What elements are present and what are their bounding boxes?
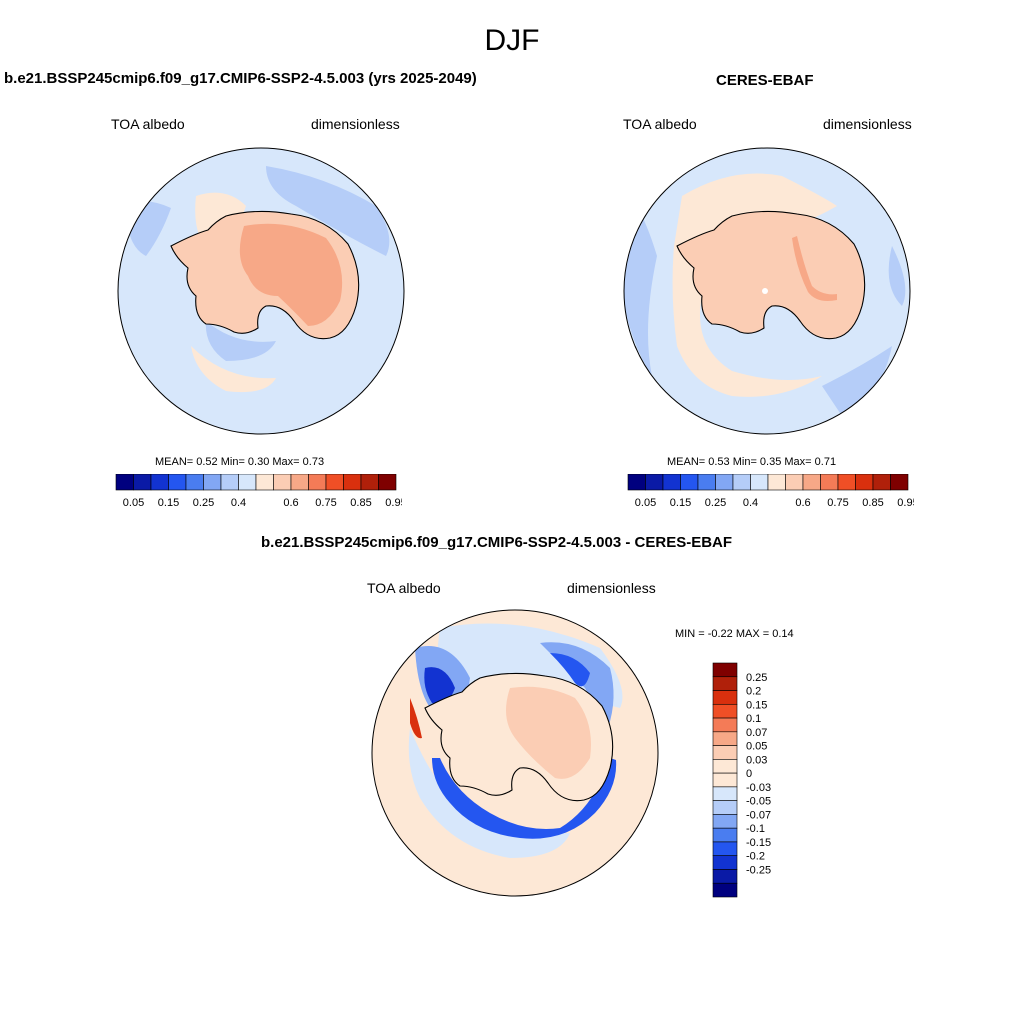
colorbar-swatch — [712, 690, 738, 705]
obs-variable-label: TOA albedo — [623, 116, 697, 132]
colorbar-swatch — [712, 676, 738, 691]
obs-stats: MEAN= 0.53 Min= 0.35 Max= 0.71 — [667, 456, 837, 468]
colorbar-swatch — [712, 869, 738, 884]
colorbar-swatch — [872, 474, 891, 491]
colorbar-tick-label: 0.95 — [897, 497, 914, 509]
colorbar-tick-label: 0.15 — [670, 497, 691, 509]
colorbar-swatch — [290, 474, 309, 491]
season-title: DJF — [484, 24, 540, 57]
obs-colorbar: 0.05 0.15 0.25 0.4 0.6 0.75 0.85 0.95 — [627, 474, 914, 509]
colorbar-swatch — [712, 717, 738, 733]
colorbar-swatch — [712, 827, 738, 843]
obs-polar-map — [623, 147, 911, 435]
colorbar-swatch — [712, 759, 738, 774]
colorbar-tick-label: 0.25 — [193, 497, 214, 509]
colorbar-swatch — [890, 474, 909, 491]
colorbar-swatch — [855, 474, 874, 491]
colorbar-swatch — [767, 474, 786, 491]
colorbar-swatch — [115, 474, 134, 491]
colorbar-swatch — [343, 474, 362, 491]
colorbar-tick-label: 0 — [746, 768, 752, 780]
model-units-label: dimensionless — [311, 116, 400, 132]
colorbar-tick-label: 0.4 — [231, 497, 246, 509]
colorbar-tick-label: 0.85 — [862, 497, 883, 509]
diff-panel-title: b.e21.BSSP245cmip6.f09_g17.CMIP6-SSP2-4.… — [261, 534, 733, 551]
colorbar-tick-label: 0.6 — [795, 497, 810, 509]
colorbar-swatch — [837, 474, 856, 491]
colorbar-swatch — [712, 703, 738, 719]
colorbar-tick-label: 0.95 — [385, 497, 402, 509]
colorbar-tick-label: 0.05 — [746, 741, 767, 753]
colorbar-tick-label: -0.2 — [746, 851, 765, 863]
colorbar-tick-label: 0.1 — [746, 713, 761, 725]
diff-stats: MIN = -0.22 MAX = 0.14 — [675, 628, 794, 640]
colorbar-swatch — [220, 474, 239, 491]
colorbar-swatch — [697, 474, 716, 491]
diff-polar-map — [371, 609, 659, 897]
colorbar-swatch — [712, 855, 738, 870]
colorbar-swatch — [820, 474, 839, 491]
colorbar-tick-label: 0.05 — [635, 497, 656, 509]
colorbar-swatch — [662, 474, 681, 491]
colorbar-swatch — [802, 474, 821, 491]
colorbar-tick-label: 0.75 — [315, 497, 336, 509]
colorbar-tick-label: -0.15 — [746, 837, 771, 849]
colorbar-tick-label: -0.25 — [746, 864, 771, 876]
colorbar-tick-label: 0.4 — [743, 497, 758, 509]
colorbar-swatch — [168, 474, 187, 491]
colorbar-swatch — [712, 841, 738, 857]
colorbar-tick-label: -0.03 — [746, 782, 771, 794]
colorbar-tick-label: -0.1 — [746, 823, 765, 835]
colorbar-swatch — [185, 474, 204, 491]
colorbar-swatch — [715, 474, 734, 491]
model-colorbar: 0.05 0.15 0.25 0.4 0.6 0.75 0.85 0.95 — [115, 474, 402, 509]
colorbar-tick-label: 0.15 — [158, 497, 179, 509]
colorbar-swatch — [203, 474, 222, 491]
colorbar-tick-label: 0.25 — [746, 672, 767, 684]
colorbar-swatch — [627, 474, 646, 491]
colorbar-swatch — [308, 474, 327, 491]
colorbar-tick-label: 0.6 — [283, 497, 298, 509]
diff-colorbar: 0.250.20.150.10.070.050.030-0.03-0.05-0.… — [712, 662, 771, 898]
colorbar-swatch — [273, 474, 292, 491]
colorbar-tick-label: 0.25 — [705, 497, 726, 509]
model-panel-title: b.e21.BSSP245cmip6.f09_g17.CMIP6-SSP2-4.… — [4, 70, 477, 87]
obs-units-label: dimensionless — [823, 116, 912, 132]
colorbar-swatch — [150, 474, 169, 491]
colorbar-swatch — [712, 814, 738, 829]
colorbar-swatch — [785, 474, 804, 491]
obs-panel-title: CERES-EBAF — [716, 72, 814, 89]
model-polar-map — [117, 147, 405, 435]
colorbar-tick-label: 0.05 — [123, 497, 144, 509]
colorbar-tick-label: -0.05 — [746, 796, 771, 808]
colorbar-tick-label: 0.15 — [746, 699, 767, 711]
model-stats: MEAN= 0.52 Min= 0.30 Max= 0.73 — [155, 456, 325, 468]
colorbar-swatch — [645, 474, 664, 491]
colorbar-tick-label: 0.07 — [746, 727, 767, 739]
model-variable-label: TOA albedo — [111, 116, 185, 132]
colorbar-swatch — [712, 745, 738, 760]
colorbar-swatch — [712, 731, 738, 746]
colorbar-swatch — [712, 800, 738, 815]
colorbar-swatch — [732, 474, 751, 491]
colorbar-swatch — [750, 474, 769, 491]
colorbar-swatch — [325, 474, 344, 491]
colorbar-swatch — [712, 772, 738, 788]
colorbar-swatch — [712, 662, 738, 678]
diff-variable-label: TOA albedo — [367, 580, 441, 596]
colorbar-tick-label: 0.03 — [746, 754, 767, 766]
colorbar-tick-label: -0.07 — [746, 809, 771, 821]
colorbar-tick-label: 0.75 — [827, 497, 848, 509]
colorbar-swatch — [238, 474, 257, 491]
colorbar-swatch — [378, 474, 397, 491]
colorbar-tick-label: 0.85 — [350, 497, 371, 509]
colorbar-tick-label: 0.2 — [746, 686, 761, 698]
colorbar-swatch — [680, 474, 699, 491]
diff-units-label: dimensionless — [567, 580, 656, 596]
colorbar-swatch — [255, 474, 274, 491]
colorbar-swatch — [360, 474, 379, 491]
colorbar-swatch — [133, 474, 152, 491]
colorbar-swatch — [712, 786, 738, 801]
colorbar-swatch — [712, 882, 738, 898]
